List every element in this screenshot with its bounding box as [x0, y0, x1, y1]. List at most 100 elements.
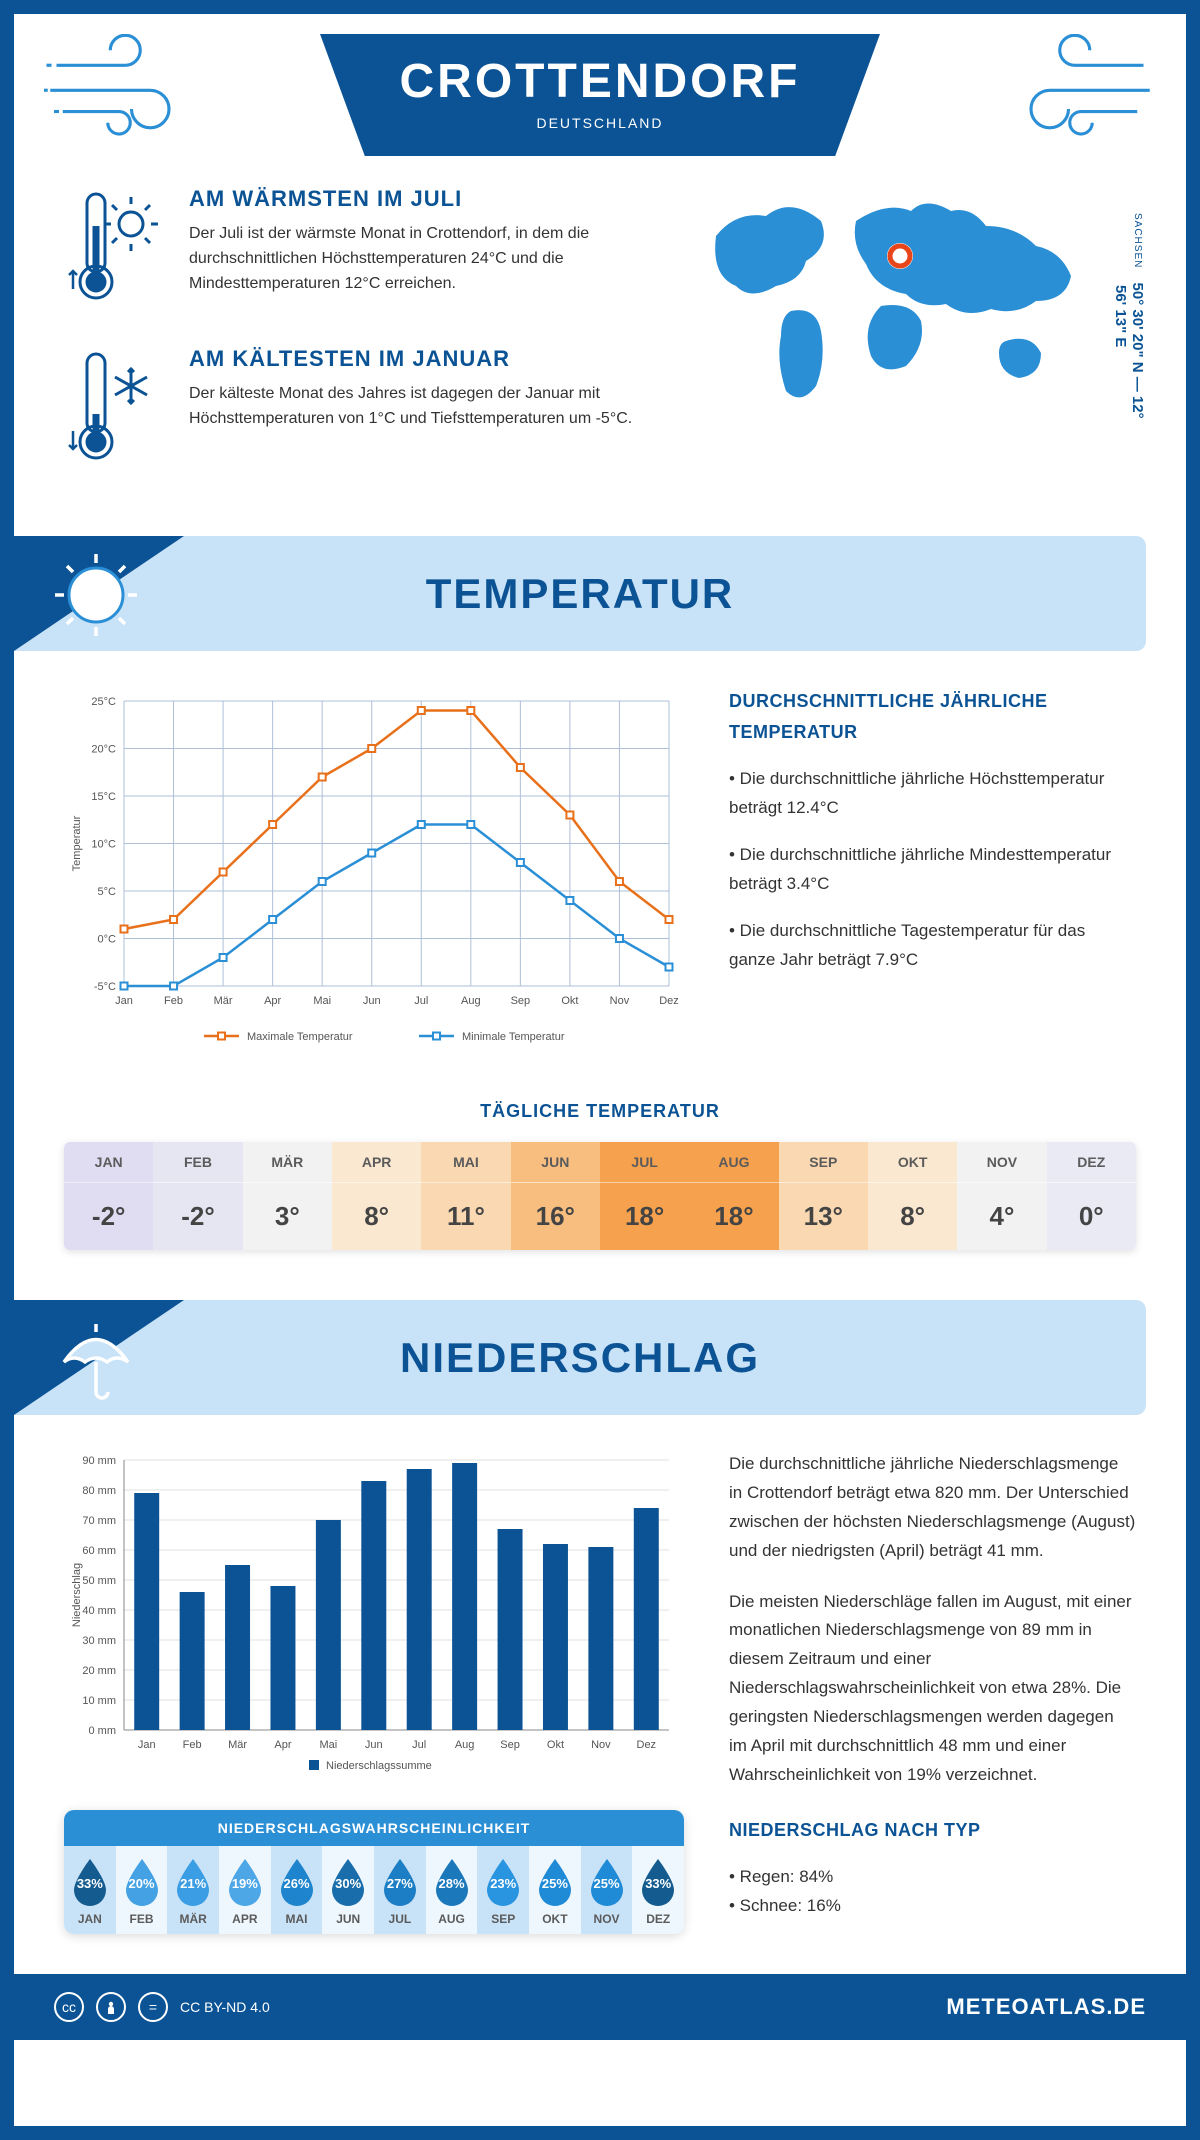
- svg-text:Mai: Mai: [313, 995, 331, 1007]
- prob-cell: 19% APR: [219, 1846, 271, 1934]
- warm-text: Der Juli ist der wärmste Monat in Crotte…: [189, 222, 656, 296]
- temp-cell: OKT8°: [868, 1142, 957, 1250]
- svg-text:Nov: Nov: [610, 995, 630, 1007]
- svg-text:25°C: 25°C: [91, 696, 116, 708]
- temperature-title: TEMPERATUR: [14, 570, 1146, 618]
- svg-text:Sep: Sep: [500, 1739, 520, 1751]
- svg-text:30 mm: 30 mm: [82, 1635, 116, 1647]
- svg-text:60 mm: 60 mm: [82, 1545, 116, 1557]
- temp-cell: JUN16°: [511, 1142, 600, 1250]
- precipitation-title: NIEDERSCHLAG: [14, 1334, 1146, 1382]
- nd-icon: =: [138, 1992, 168, 2022]
- prob-cell: 25% OKT: [529, 1846, 581, 1934]
- prob-cell: 20% FEB: [116, 1846, 168, 1934]
- precip-probability-strip: NIEDERSCHLAGSWAHRSCHEINLICHKEIT 33% JAN …: [64, 1810, 684, 1934]
- license-text: CC BY-ND 4.0: [180, 1999, 270, 2015]
- svg-text:Okt: Okt: [547, 1739, 564, 1751]
- svg-text:Dez: Dez: [637, 1739, 657, 1751]
- temperature-line-chart: -5°C 0°C 5°C 10°C 15°C 20°C 25°C Jan Feb Mär Apr Ma…: [64, 686, 684, 1061]
- svg-text:Okt: Okt: [561, 995, 578, 1007]
- temp-stat-2: • Die durchschnittliche jährliche Mindes…: [729, 841, 1136, 899]
- svg-text:Niederschlag: Niederschlag: [71, 1563, 83, 1627]
- footer: cc = CC BY-ND 4.0 METEOATLAS.DE: [14, 1974, 1186, 2040]
- by-icon: [96, 1992, 126, 2022]
- temperature-stats: DURCHSCHNITTLICHE JÄHRLICHE TEMPERATUR •…: [729, 686, 1136, 1061]
- svg-text:Feb: Feb: [183, 1739, 202, 1751]
- world-map: SACHSEN 50° 30' 20" N — 12° 56' 13" E: [696, 186, 1136, 506]
- temp-cell: MÄR3°: [243, 1142, 332, 1250]
- temp-cell: SEP13°: [779, 1142, 868, 1250]
- temp-cell: FEB-2°: [153, 1142, 242, 1250]
- prob-cell: 27% JUL: [374, 1846, 426, 1934]
- precip-type-1: • Regen: 84%: [729, 1863, 1136, 1892]
- svg-text:Jun: Jun: [363, 995, 381, 1007]
- thermometer-hot-icon: [64, 186, 164, 311]
- precipitation-bar-chart: 0 mm10 mm20 mm30 mm40 mm50 mm60 mm70 mm8…: [64, 1450, 684, 1934]
- svg-text:Aug: Aug: [461, 995, 481, 1007]
- svg-text:20°C: 20°C: [91, 744, 116, 756]
- svg-text:Jun: Jun: [365, 1739, 383, 1751]
- svg-text:10°C: 10°C: [91, 839, 116, 851]
- precip-type-2: • Schnee: 16%: [729, 1892, 1136, 1921]
- temp-cell: MAI11°: [421, 1142, 510, 1250]
- temp-stats-title: DURCHSCHNITTLICHE JÄHRLICHE TEMPERATUR: [729, 686, 1136, 747]
- precipitation-section-header: NIEDERSCHLAG: [14, 1300, 1146, 1415]
- svg-text:Minimale Temperatur: Minimale Temperatur: [462, 1031, 565, 1043]
- svg-text:Nov: Nov: [591, 1739, 611, 1751]
- temp-cell: APR8°: [332, 1142, 421, 1250]
- temp-cell: JAN-2°: [64, 1142, 153, 1250]
- cold-block: AM KÄLTESTEN IM JANUAR Der kälteste Mona…: [64, 346, 656, 471]
- svg-text:5°C: 5°C: [98, 886, 117, 898]
- precipitation-stats: Die durchschnittliche jährliche Niedersc…: [729, 1450, 1136, 1921]
- temp-cell: JUL18°: [600, 1142, 689, 1250]
- prob-cell: 21% MÄR: [167, 1846, 219, 1934]
- svg-text:15°C: 15°C: [91, 791, 116, 803]
- svg-text:Apr: Apr: [264, 995, 281, 1007]
- svg-text:0 mm: 0 mm: [89, 1725, 117, 1737]
- daily-temp-table: JAN-2°FEB-2°MÄR3°APR8°MAI11°JUN16°JUL18°…: [64, 1142, 1136, 1250]
- svg-text:Niederschlagssumme: Niederschlagssumme: [326, 1760, 432, 1772]
- svg-text:Feb: Feb: [164, 995, 183, 1007]
- svg-text:Mär: Mär: [214, 995, 233, 1007]
- temp-cell: AUG18°: [689, 1142, 778, 1250]
- svg-text:90 mm: 90 mm: [82, 1455, 116, 1467]
- temp-stat-1: • Die durchschnittliche jährliche Höchst…: [729, 765, 1136, 823]
- svg-text:Jul: Jul: [414, 995, 428, 1007]
- temperature-section-header: TEMPERATUR: [14, 536, 1146, 651]
- svg-text:Mai: Mai: [320, 1739, 338, 1751]
- license-block: cc = CC BY-ND 4.0: [54, 1992, 270, 2022]
- wind-icon-right: [1006, 34, 1156, 144]
- warm-title: AM WÄRMSTEN IM JULI: [189, 186, 656, 212]
- prob-cell: 25% NOV: [581, 1846, 633, 1934]
- svg-text:Jan: Jan: [115, 995, 133, 1007]
- precip-type-title: NIEDERSCHLAG NACH TYP: [729, 1815, 1136, 1846]
- brand-label: METEOATLAS.DE: [946, 1994, 1146, 2020]
- prob-cell: 33% DEZ: [632, 1846, 684, 1934]
- svg-text:40 mm: 40 mm: [82, 1605, 116, 1617]
- svg-text:Sep: Sep: [511, 995, 531, 1007]
- header-row: CROTTENDORF DEUTSCHLAND: [14, 14, 1186, 156]
- prob-cell: 30% JUN: [322, 1846, 374, 1934]
- precipitation-content: 0 mm10 mm20 mm30 mm40 mm50 mm60 mm70 mm8…: [14, 1450, 1186, 1934]
- svg-text:10 mm: 10 mm: [82, 1695, 116, 1707]
- prob-cell: 28% AUG: [426, 1846, 478, 1934]
- svg-text:50 mm: 50 mm: [82, 1575, 116, 1587]
- cc-icon: cc: [54, 1992, 84, 2022]
- svg-text:0°C: 0°C: [98, 934, 117, 946]
- precip-para-1: Die durchschnittliche jährliche Niedersc…: [729, 1450, 1136, 1566]
- cold-text: Der kälteste Monat des Jahres ist dagege…: [189, 382, 656, 432]
- svg-text:Jul: Jul: [412, 1739, 426, 1751]
- svg-text:20 mm: 20 mm: [82, 1665, 116, 1677]
- precip-para-2: Die meisten Niederschläge fallen im Augu…: [729, 1588, 1136, 1790]
- umbrella-icon: [49, 1312, 144, 1412]
- svg-text:Mär: Mär: [228, 1739, 247, 1751]
- title-banner: CROTTENDORF DEUTSCHLAND: [320, 34, 880, 156]
- country-subtitle: DEUTSCHLAND: [390, 115, 810, 131]
- svg-text:-5°C: -5°C: [94, 981, 116, 993]
- svg-text:Maximale Temperatur: Maximale Temperatur: [247, 1031, 353, 1043]
- cold-title: AM KÄLTESTEN IM JANUAR: [189, 346, 656, 372]
- prob-cell: 33% JAN: [64, 1846, 116, 1934]
- wind-icon-left: [44, 34, 194, 144]
- prob-cell: 23% SEP: [477, 1846, 529, 1934]
- coordinates-label: SACHSEN 50° 30' 20" N — 12° 56' 13" E: [1112, 201, 1146, 431]
